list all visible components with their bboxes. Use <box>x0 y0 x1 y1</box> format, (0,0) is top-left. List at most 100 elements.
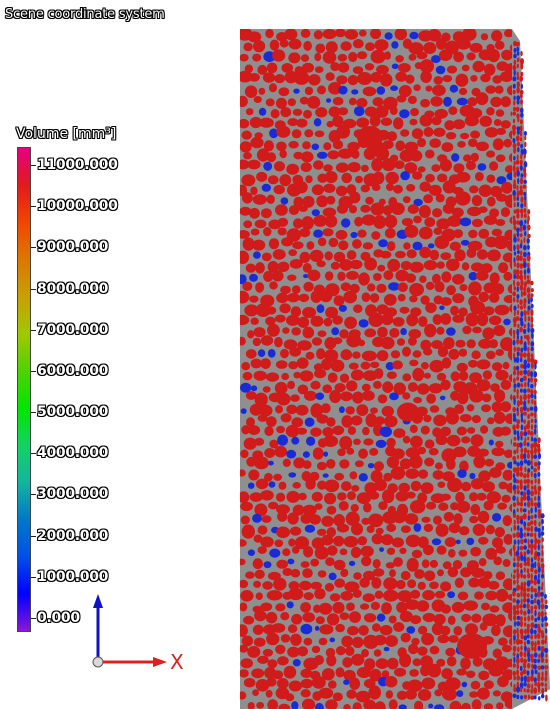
grain-particle <box>425 85 433 92</box>
grain-particle <box>507 461 512 469</box>
grain-particle <box>484 63 496 76</box>
grain-particle <box>399 547 407 554</box>
side-grain-particle <box>527 509 530 515</box>
grain-particle <box>360 184 370 193</box>
grain-particle <box>500 207 511 218</box>
grain-particle <box>493 119 502 126</box>
grain-particle <box>489 161 499 171</box>
grain-particle <box>243 220 253 229</box>
grain-particle <box>278 703 291 709</box>
side-grain-particle <box>513 209 517 214</box>
side-grain-particle <box>523 251 527 258</box>
grain-particle <box>293 371 301 379</box>
grain-particle <box>286 404 298 415</box>
grain-particle <box>409 295 418 303</box>
grain-particle <box>506 482 512 494</box>
side-grain-particle <box>530 424 534 430</box>
grain-particle <box>287 624 298 634</box>
grain-particle <box>470 546 482 557</box>
grain-particle <box>370 202 385 216</box>
grain-particle <box>288 581 300 591</box>
grain-particle <box>461 681 468 688</box>
grain-particle <box>434 704 445 709</box>
grain-particle <box>471 699 482 709</box>
grain-particle <box>305 351 315 360</box>
side-grain-particle <box>523 363 527 370</box>
grain-particle <box>418 316 428 327</box>
grain-particle <box>506 85 512 96</box>
side-grain-particle <box>536 551 541 557</box>
legend-tick-mark <box>31 576 36 578</box>
side-grain-particle <box>527 327 530 333</box>
grain-particle <box>449 84 459 93</box>
grain-particle <box>364 328 377 338</box>
grain-particle <box>241 130 252 140</box>
side-grain-particle <box>526 634 530 639</box>
grain-particle <box>470 75 478 82</box>
side-grain-particle <box>523 207 527 214</box>
grain-particle <box>252 53 262 62</box>
grain-particle <box>293 71 310 85</box>
side-grain-particle <box>530 525 534 533</box>
grain-particle <box>341 415 353 428</box>
grain-particle <box>440 581 452 592</box>
side-grain-particle <box>541 545 544 550</box>
grain-particle <box>498 481 508 490</box>
grain-particle <box>359 29 367 37</box>
grain-particle <box>334 383 346 393</box>
side-grain-particle <box>516 63 519 69</box>
grain-particle <box>323 164 333 172</box>
grain-particle <box>304 417 315 427</box>
grain-particle <box>394 667 407 677</box>
side-grain-particle <box>513 460 517 465</box>
side-grain-particle <box>524 502 527 507</box>
grain-particle <box>348 97 357 106</box>
grain-particle <box>496 193 508 202</box>
side-grain-particle <box>520 310 524 318</box>
grain-particle <box>278 87 290 97</box>
axis-triad[interactable]: X <box>80 590 190 680</box>
grain-particle <box>240 141 252 153</box>
grain-particle <box>263 227 272 237</box>
grain-particle <box>253 370 267 381</box>
side-grain-particle <box>537 675 541 682</box>
model-viewport[interactable] <box>240 29 550 709</box>
grain-particle <box>431 164 441 172</box>
grain-particle <box>300 162 312 173</box>
grain-particle <box>326 120 334 128</box>
grain-particle <box>316 195 329 208</box>
side-grain-particle <box>533 629 537 635</box>
side-grain-particle <box>516 627 519 634</box>
side-grain-particle <box>538 452 541 460</box>
grain-particle <box>276 141 287 152</box>
side-grain-particle <box>516 599 520 605</box>
grain-particle <box>265 611 278 624</box>
grain-particle <box>310 315 324 327</box>
grain-particle <box>506 172 512 181</box>
grain-particle <box>356 404 369 416</box>
grain-particle <box>303 274 309 279</box>
grain-particle <box>313 118 322 127</box>
side-grain-particle <box>526 352 531 359</box>
grain-particle <box>421 677 436 690</box>
grain-particle <box>435 65 446 75</box>
side-grain-particle <box>526 580 531 587</box>
side-grain-particle <box>523 425 527 432</box>
grain-particles <box>240 29 512 709</box>
side-grain-particle <box>531 663 534 669</box>
grain-particle <box>474 591 484 600</box>
side-grain-particle <box>523 281 527 288</box>
side-grain-particle <box>519 370 523 376</box>
legend-tick-label: 0.000 <box>37 610 80 626</box>
grain-particle <box>481 602 490 611</box>
grain-particle <box>443 96 452 107</box>
grain-particle <box>313 604 321 613</box>
side-grain-particle <box>516 603 520 610</box>
grain-particle <box>440 313 452 325</box>
side-grain-particle <box>523 171 527 178</box>
grain-particle <box>324 492 337 505</box>
side-grain-particle <box>540 586 544 591</box>
grain-particle <box>327 372 338 383</box>
grain-particle <box>502 252 512 263</box>
side-grain-particle <box>534 617 538 623</box>
